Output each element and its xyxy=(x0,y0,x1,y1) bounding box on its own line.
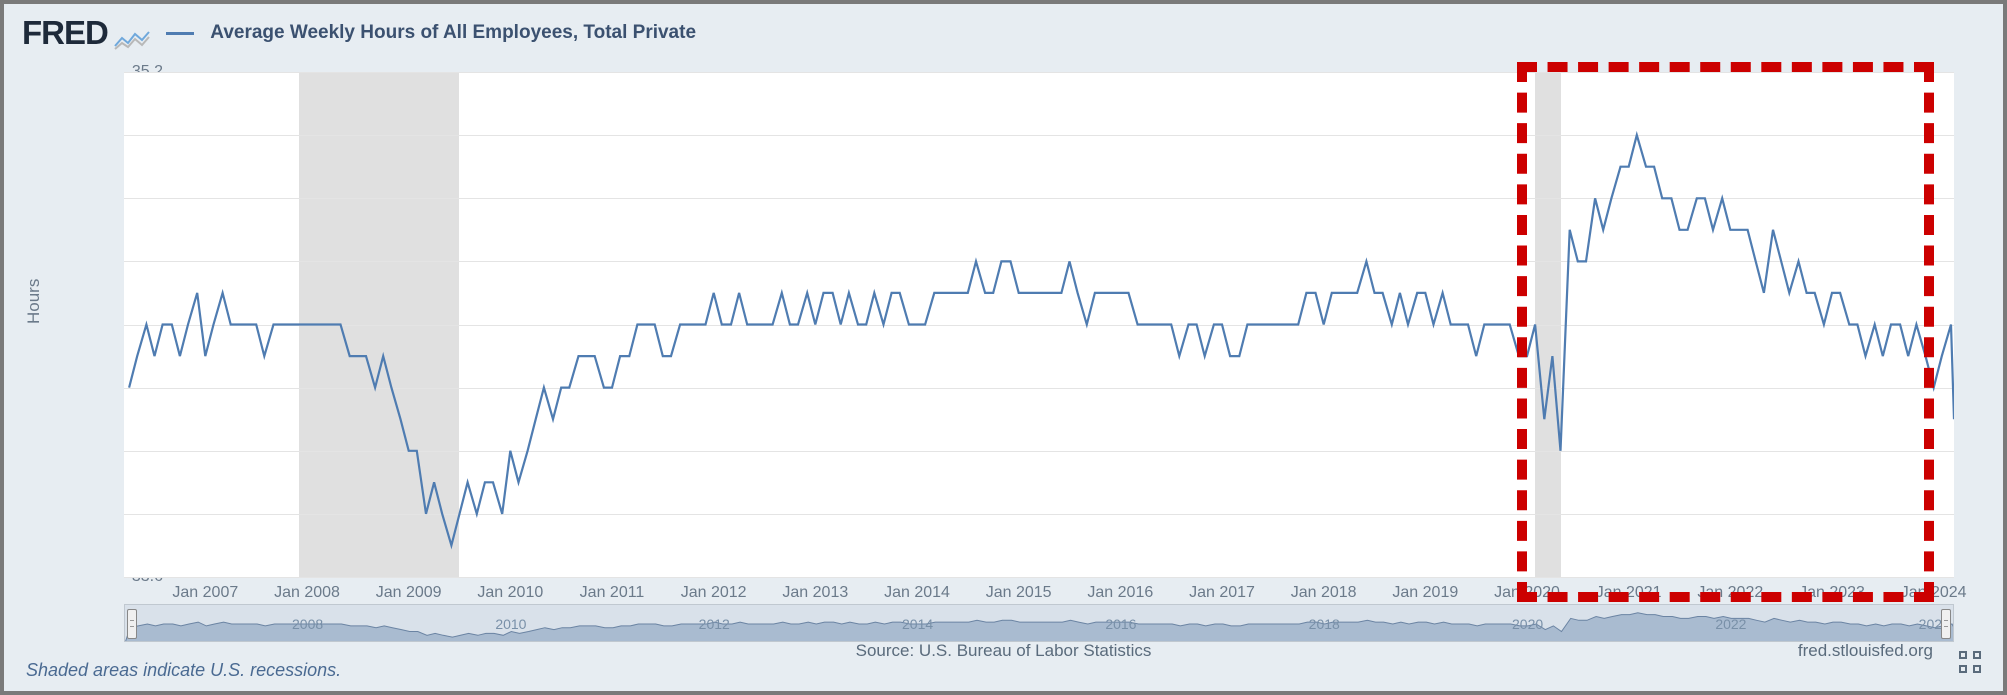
x-tick-label: Jan 2012 xyxy=(681,584,747,602)
scrubber-handle-right[interactable] xyxy=(1941,609,1951,639)
x-tick-label: Jan 2020 xyxy=(1494,584,1560,602)
scrubber-svg xyxy=(125,605,1954,642)
scrubber-year-label: 2016 xyxy=(1105,616,1136,632)
x-tick-label: Jan 2019 xyxy=(1392,584,1458,602)
x-tick-label: Jan 2017 xyxy=(1189,584,1255,602)
x-tick-label: Jan 2009 xyxy=(376,584,442,602)
x-tick-label: Jan 2023 xyxy=(1799,584,1865,602)
scrubber-area xyxy=(125,613,1954,642)
x-tick-label: Jan 2016 xyxy=(1087,584,1153,602)
x-tick-label: Jan 2007 xyxy=(172,584,238,602)
series-title: Average Weekly Hours of All Employees, T… xyxy=(210,22,696,44)
scrubber-handle-left[interactable] xyxy=(127,609,137,639)
time-scrubber[interactable]: 200820102012201420162018202020222024 xyxy=(124,604,1954,642)
series-line xyxy=(129,135,1954,545)
scrubber-year-label: 2008 xyxy=(292,616,323,632)
y-axis-label: Hours xyxy=(24,279,44,324)
x-tick-label: Jan 2011 xyxy=(580,584,645,602)
x-tick-label: Jan 2013 xyxy=(782,584,848,602)
fred-link[interactable]: fred.stlouisfed.org xyxy=(1798,641,1933,661)
x-tick-label: Jan 2018 xyxy=(1291,584,1357,602)
gridline xyxy=(124,577,1954,578)
x-tick-label: Jan 2008 xyxy=(274,584,340,602)
logo-text: FRED xyxy=(22,14,108,51)
chart-frame: FRED Average Weekly Hours of All Employe… xyxy=(0,0,2007,695)
line-chart-svg xyxy=(124,72,1954,577)
x-tick-label: Jan 2010 xyxy=(477,584,543,602)
recession-note: Shaded areas indicate U.S. recessions. xyxy=(26,660,341,681)
x-tick-label: Jan 2022 xyxy=(1697,584,1763,602)
x-tick-label: Jan 2024 xyxy=(1901,584,1967,602)
logo-chart-icon xyxy=(114,29,150,51)
header: FRED Average Weekly Hours of All Employe… xyxy=(22,14,696,52)
x-tick-label: Jan 2021 xyxy=(1596,584,1662,602)
fullscreen-icon[interactable] xyxy=(1959,651,1981,673)
fred-logo: FRED xyxy=(22,14,150,52)
source-text: Source: U.S. Bureau of Labor Statistics xyxy=(856,641,1152,661)
legend-line-icon xyxy=(166,32,194,35)
x-tick-label: Jan 2014 xyxy=(884,584,950,602)
plot-area[interactable] xyxy=(124,72,1954,577)
scrubber-year-label: 2014 xyxy=(902,616,933,632)
scrubber-year-label: 2012 xyxy=(699,616,730,632)
x-tick-label: Jan 2015 xyxy=(986,584,1052,602)
scrubber-year-label: 2020 xyxy=(1512,616,1543,632)
scrubber-year-label: 2022 xyxy=(1715,616,1746,632)
scrubber-year-label: 2010 xyxy=(495,616,526,632)
scrubber-year-label: 2018 xyxy=(1309,616,1340,632)
